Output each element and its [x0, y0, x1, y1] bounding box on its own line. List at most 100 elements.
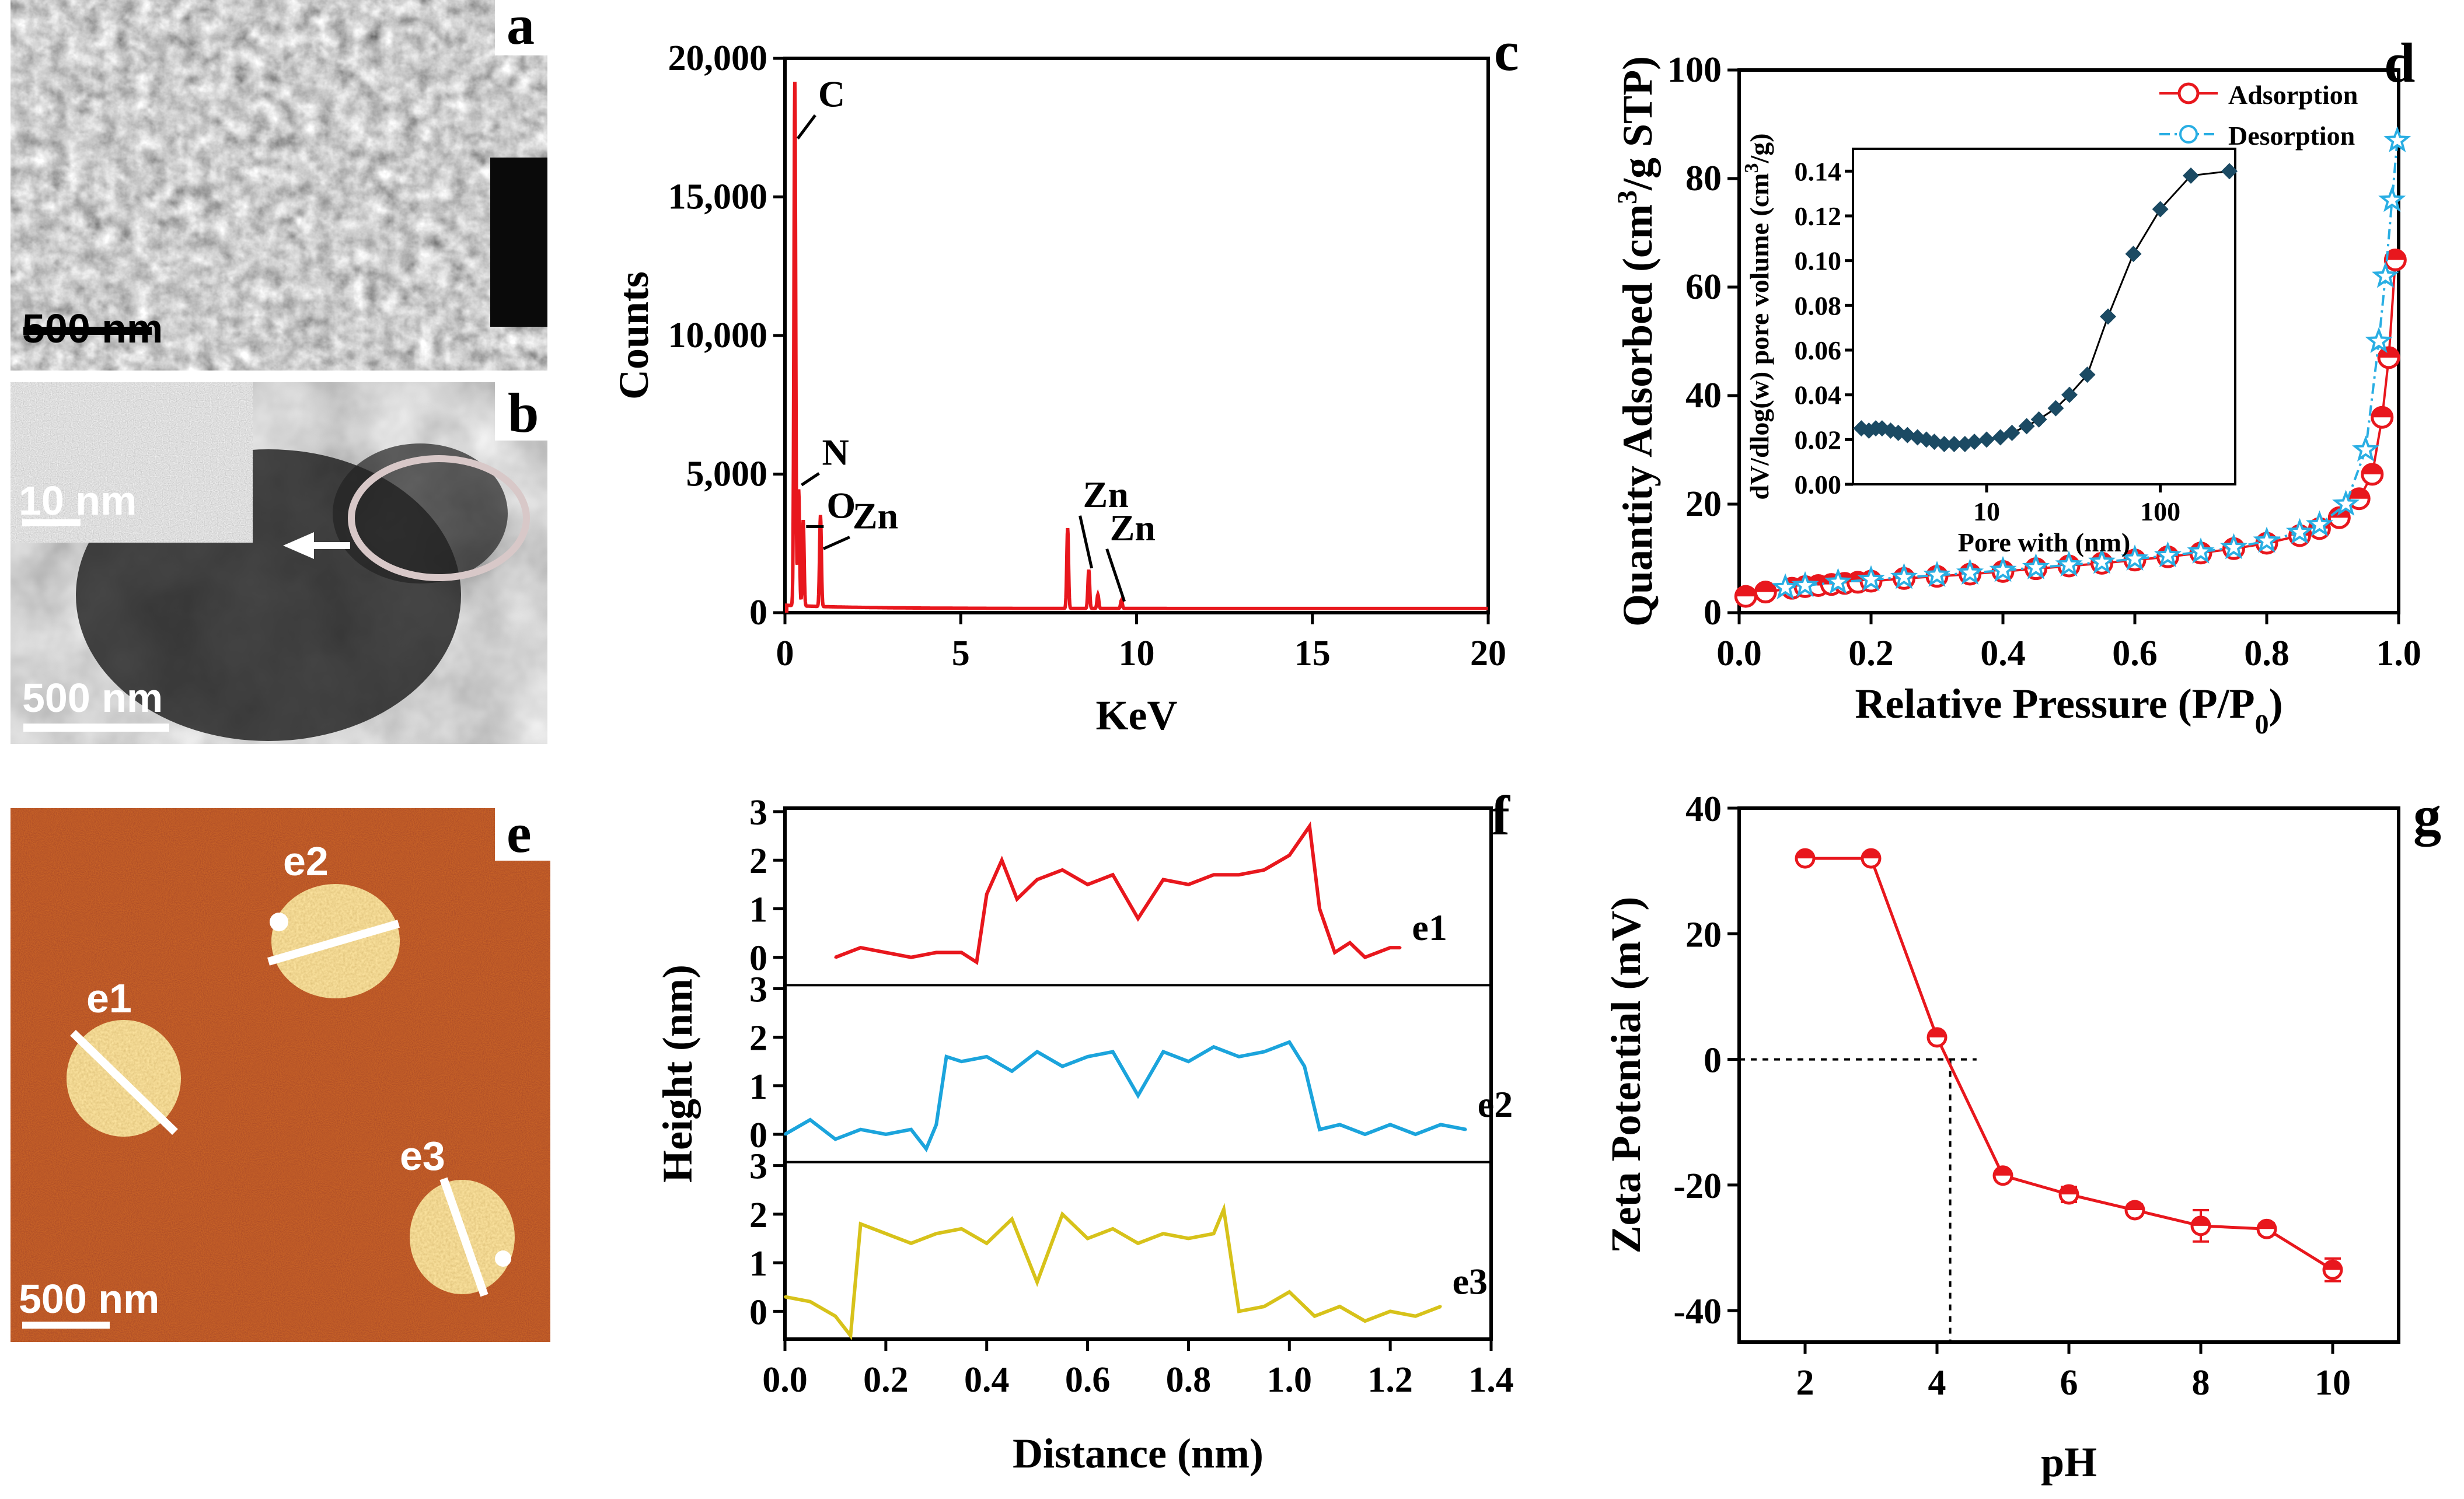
desorption-point	[1824, 568, 1852, 594]
height-profile-point	[884, 1133, 887, 1136]
panel-e-label: e	[507, 802, 532, 864]
height-profile-point	[1111, 873, 1114, 876]
height-profile-point	[1439, 1123, 1442, 1126]
height-y-tick-label: 0	[749, 1116, 767, 1155]
height-profile-point	[985, 893, 988, 896]
zeta-point-fill	[2258, 1220, 2275, 1229]
isotherm-y-tick-label: 20	[1685, 484, 1722, 524]
inset-pore-point	[1936, 436, 1953, 452]
zeta-y-tick-label: 40	[1685, 789, 1722, 829]
height-profile-point	[1389, 1123, 1392, 1126]
inset-pore-point	[1946, 436, 1963, 452]
zeta-y-axis-label: Zeta Potential (mV)	[1603, 897, 1649, 1254]
desorption-point	[2187, 537, 2215, 564]
height-x-tick-label: 0.0	[762, 1360, 808, 1400]
isotherm-y-tick-label: 80	[1685, 159, 1722, 198]
eds-peak-point	[1087, 572, 1091, 576]
adsorption-point-fill	[1755, 582, 1776, 592]
height-profile-point	[1000, 859, 1003, 862]
panel-b-scalebar-line	[23, 724, 169, 732]
height-series-label-e3: e3	[1453, 1260, 1488, 1302]
eds-spectrum-line	[784, 82, 1488, 613]
height-x-tick-label: 0.6	[1065, 1360, 1111, 1400]
zeta-point-fill	[1994, 1166, 2012, 1176]
desorption-point	[1890, 562, 1918, 589]
height-profile-point	[1308, 824, 1311, 827]
eds-spectrum-chart: c 0 5 10 15 20 0 5,000 10,000 15,000 20,000 KeV Cou…	[610, 20, 1519, 739]
zeta-y-tick-label: 20	[1685, 915, 1722, 955]
desorption-point	[1956, 558, 1984, 585]
height-profile-point	[1464, 1128, 1467, 1131]
zeta-x-tick-label: 4	[1928, 1363, 1946, 1403]
height-y-tick-label: 3	[749, 970, 767, 1009]
height-profile-point	[859, 1222, 862, 1225]
eds-peak-point	[801, 525, 805, 529]
height-profile-point	[1111, 1227, 1114, 1230]
height-profile-e1	[835, 821, 1401, 966]
desorption-point	[2121, 544, 2149, 571]
desorption-point	[2088, 547, 2116, 574]
zeta-x-tick-label: 6	[2060, 1363, 2078, 1403]
zeta-potential-chart: g 2 4 6 8 10 -40 -20 0 20 40 pH Zeta Potential (mV)	[1603, 784, 2441, 1486]
eds-annotation-label: Zn	[853, 495, 898, 537]
height-plot-frame	[783, 806, 1493, 1341]
height-profile-point	[1363, 956, 1366, 959]
desorption-point	[2371, 261, 2399, 288]
height-profile-point	[1334, 951, 1336, 954]
panel-e-scalebar-line	[22, 1322, 110, 1329]
desorption-point	[2332, 490, 2360, 516]
height-profile-point	[1212, 1046, 1215, 1049]
zeta-x-tick-label: 2	[1796, 1363, 1814, 1403]
desorption-point	[1791, 571, 1819, 597]
height-profile-point	[1212, 873, 1215, 876]
height-y-tick-label: 3	[749, 1147, 767, 1187]
desorption-point	[2305, 510, 2333, 537]
height-profile-point	[1363, 1133, 1366, 1136]
zeta-x-tick-label: 10	[2315, 1363, 2351, 1403]
height-profile-point	[1086, 883, 1089, 886]
eds-y-axis-label: Counts	[610, 271, 657, 400]
isotherm-x-axis-label: Relative Pressure (P/P0)	[1855, 680, 2282, 740]
eds-peak-point	[1096, 597, 1100, 601]
height-profile-point	[1313, 1315, 1316, 1318]
eds-x-tick-label: 20	[1470, 634, 1506, 673]
height-profile-point	[935, 1123, 938, 1126]
marker-e2: e2	[283, 838, 329, 884]
height-profile-point	[1137, 1094, 1139, 1097]
inset-x-tick-label: 10	[1973, 497, 2000, 526]
inset-y-axis-superscript: 3	[1741, 163, 1763, 173]
inset-pore-point	[2125, 246, 2142, 263]
height-x-axis-label: Distance (nm)	[1013, 1430, 1264, 1477]
height-profile-point	[1303, 1065, 1306, 1068]
desorption-point	[2365, 327, 2393, 354]
marker-e1: e1	[86, 976, 132, 1021]
height-profile-point	[884, 951, 887, 954]
height-series-label-e1: e1	[1412, 907, 1447, 948]
height-y-tick-label: 2	[749, 1196, 767, 1235]
height-profile-point	[1111, 1050, 1114, 1053]
eds-peak-point	[1066, 530, 1070, 534]
height-profile-chart: f 0.0 0.2 0.4 0.6 0.8 1.0 1.2 1.4 Distance (nm) H…	[654, 784, 1514, 1477]
inset-pore-point	[2030, 411, 2047, 428]
height-profile-point	[1162, 878, 1165, 881]
desorption-point	[2285, 518, 2314, 544]
height-y-tick-label: 3	[749, 793, 767, 833]
zeta-point-fill	[1796, 850, 1814, 859]
eds-y-tick-label: 10,000	[668, 316, 768, 355]
height-profile-point	[784, 1295, 786, 1298]
height-profile-point	[1338, 1305, 1341, 1308]
eds-annotation-arrow	[801, 472, 820, 487]
height-profile-point	[1318, 1128, 1321, 1131]
height-profile-point	[1288, 1040, 1291, 1043]
height-profile-point	[975, 961, 978, 964]
height-y-tick-label: 1	[749, 1067, 767, 1107]
eds-peak-point	[797, 494, 801, 498]
desorption-point	[2055, 550, 2083, 577]
height-profile-point	[1061, 1065, 1064, 1068]
panel-b-inset-scalebar-text: 10 nm	[19, 478, 137, 523]
isotherm-y-tick-label: 60	[1685, 267, 1722, 307]
zeta-point-fill	[2192, 1217, 2210, 1226]
zeta-x-tick-label: 8	[2192, 1363, 2210, 1403]
inset-pore-point	[2079, 366, 2096, 383]
height-profile-point	[935, 951, 938, 954]
